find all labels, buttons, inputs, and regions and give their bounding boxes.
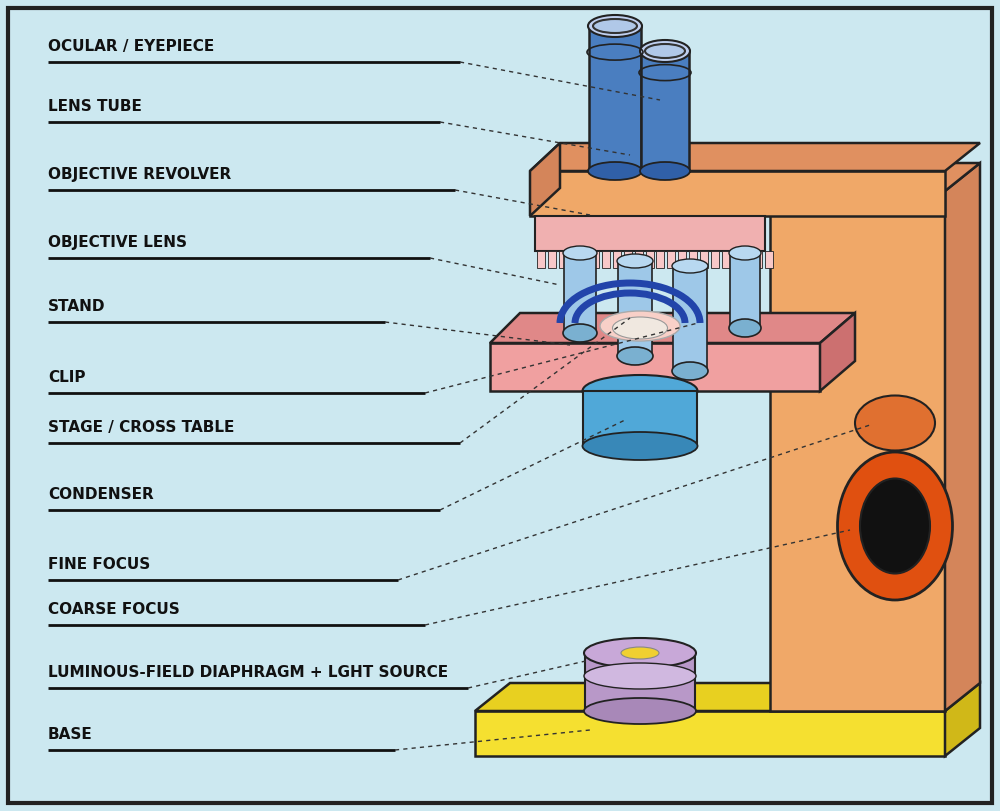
Ellipse shape [600, 311, 680, 341]
Text: COARSE FOCUS: COARSE FOCUS [48, 602, 180, 617]
FancyBboxPatch shape [8, 8, 992, 803]
Ellipse shape [672, 362, 708, 380]
Polygon shape [537, 251, 545, 268]
Polygon shape [559, 251, 567, 268]
Polygon shape [475, 711, 945, 756]
Polygon shape [689, 251, 697, 268]
Ellipse shape [640, 40, 690, 62]
Polygon shape [711, 251, 719, 268]
Polygon shape [564, 253, 596, 333]
Polygon shape [475, 683, 980, 711]
Ellipse shape [593, 19, 637, 33]
Polygon shape [722, 251, 730, 268]
Polygon shape [945, 683, 980, 756]
Ellipse shape [617, 347, 653, 365]
Text: OBJECTIVE LENS: OBJECTIVE LENS [48, 235, 187, 250]
Polygon shape [820, 313, 855, 391]
Polygon shape [673, 266, 707, 371]
Polygon shape [624, 251, 632, 268]
Polygon shape [656, 251, 664, 268]
Polygon shape [667, 251, 675, 268]
Ellipse shape [640, 162, 690, 180]
Polygon shape [678, 251, 686, 268]
Text: STAND: STAND [48, 299, 106, 314]
Ellipse shape [584, 638, 696, 668]
Ellipse shape [588, 15, 642, 37]
Polygon shape [602, 251, 610, 268]
Ellipse shape [588, 162, 642, 180]
Polygon shape [589, 26, 641, 171]
Text: OCULAR / EYEPIECE: OCULAR / EYEPIECE [48, 39, 214, 54]
Polygon shape [770, 191, 945, 711]
Ellipse shape [860, 478, 930, 573]
Polygon shape [548, 251, 556, 268]
Polygon shape [613, 251, 621, 268]
Polygon shape [770, 163, 980, 191]
Ellipse shape [729, 246, 761, 260]
Polygon shape [743, 251, 751, 268]
Polygon shape [535, 216, 765, 251]
Text: LENS TUBE: LENS TUBE [48, 99, 142, 114]
Ellipse shape [582, 375, 698, 407]
Polygon shape [591, 251, 599, 268]
Ellipse shape [645, 44, 685, 58]
Polygon shape [530, 143, 560, 216]
Text: FINE FOCUS: FINE FOCUS [48, 557, 150, 572]
Ellipse shape [838, 452, 952, 600]
Polygon shape [618, 261, 652, 356]
Text: STAGE / CROSS TABLE: STAGE / CROSS TABLE [48, 420, 234, 435]
Polygon shape [583, 391, 697, 446]
Ellipse shape [617, 254, 653, 268]
Polygon shape [580, 251, 588, 268]
Polygon shape [490, 313, 855, 343]
Text: CONDENSER: CONDENSER [48, 487, 154, 502]
Polygon shape [646, 251, 654, 268]
Ellipse shape [584, 663, 696, 689]
Ellipse shape [855, 396, 935, 450]
Polygon shape [641, 51, 689, 171]
Polygon shape [530, 171, 945, 216]
Polygon shape [754, 251, 762, 268]
Polygon shape [530, 143, 980, 171]
Ellipse shape [612, 317, 668, 339]
Polygon shape [765, 251, 773, 268]
Ellipse shape [563, 246, 597, 260]
Ellipse shape [584, 698, 696, 724]
Polygon shape [700, 251, 708, 268]
Text: CLIP: CLIP [48, 370, 86, 385]
Polygon shape [490, 343, 820, 391]
Ellipse shape [582, 432, 698, 460]
Text: OBJECTIVE REVOLVER: OBJECTIVE REVOLVER [48, 167, 231, 182]
Ellipse shape [621, 647, 659, 659]
Polygon shape [635, 251, 643, 268]
Ellipse shape [729, 319, 761, 337]
Text: LUMINOUS-FIELD DIAPHRAGM + LGHT SOURCE: LUMINOUS-FIELD DIAPHRAGM + LGHT SOURCE [48, 665, 448, 680]
Ellipse shape [563, 324, 597, 342]
Polygon shape [585, 653, 695, 711]
Polygon shape [570, 251, 578, 268]
Polygon shape [730, 253, 760, 328]
Polygon shape [732, 251, 740, 268]
Text: BASE: BASE [48, 727, 93, 742]
Polygon shape [945, 163, 980, 711]
Ellipse shape [672, 259, 708, 273]
